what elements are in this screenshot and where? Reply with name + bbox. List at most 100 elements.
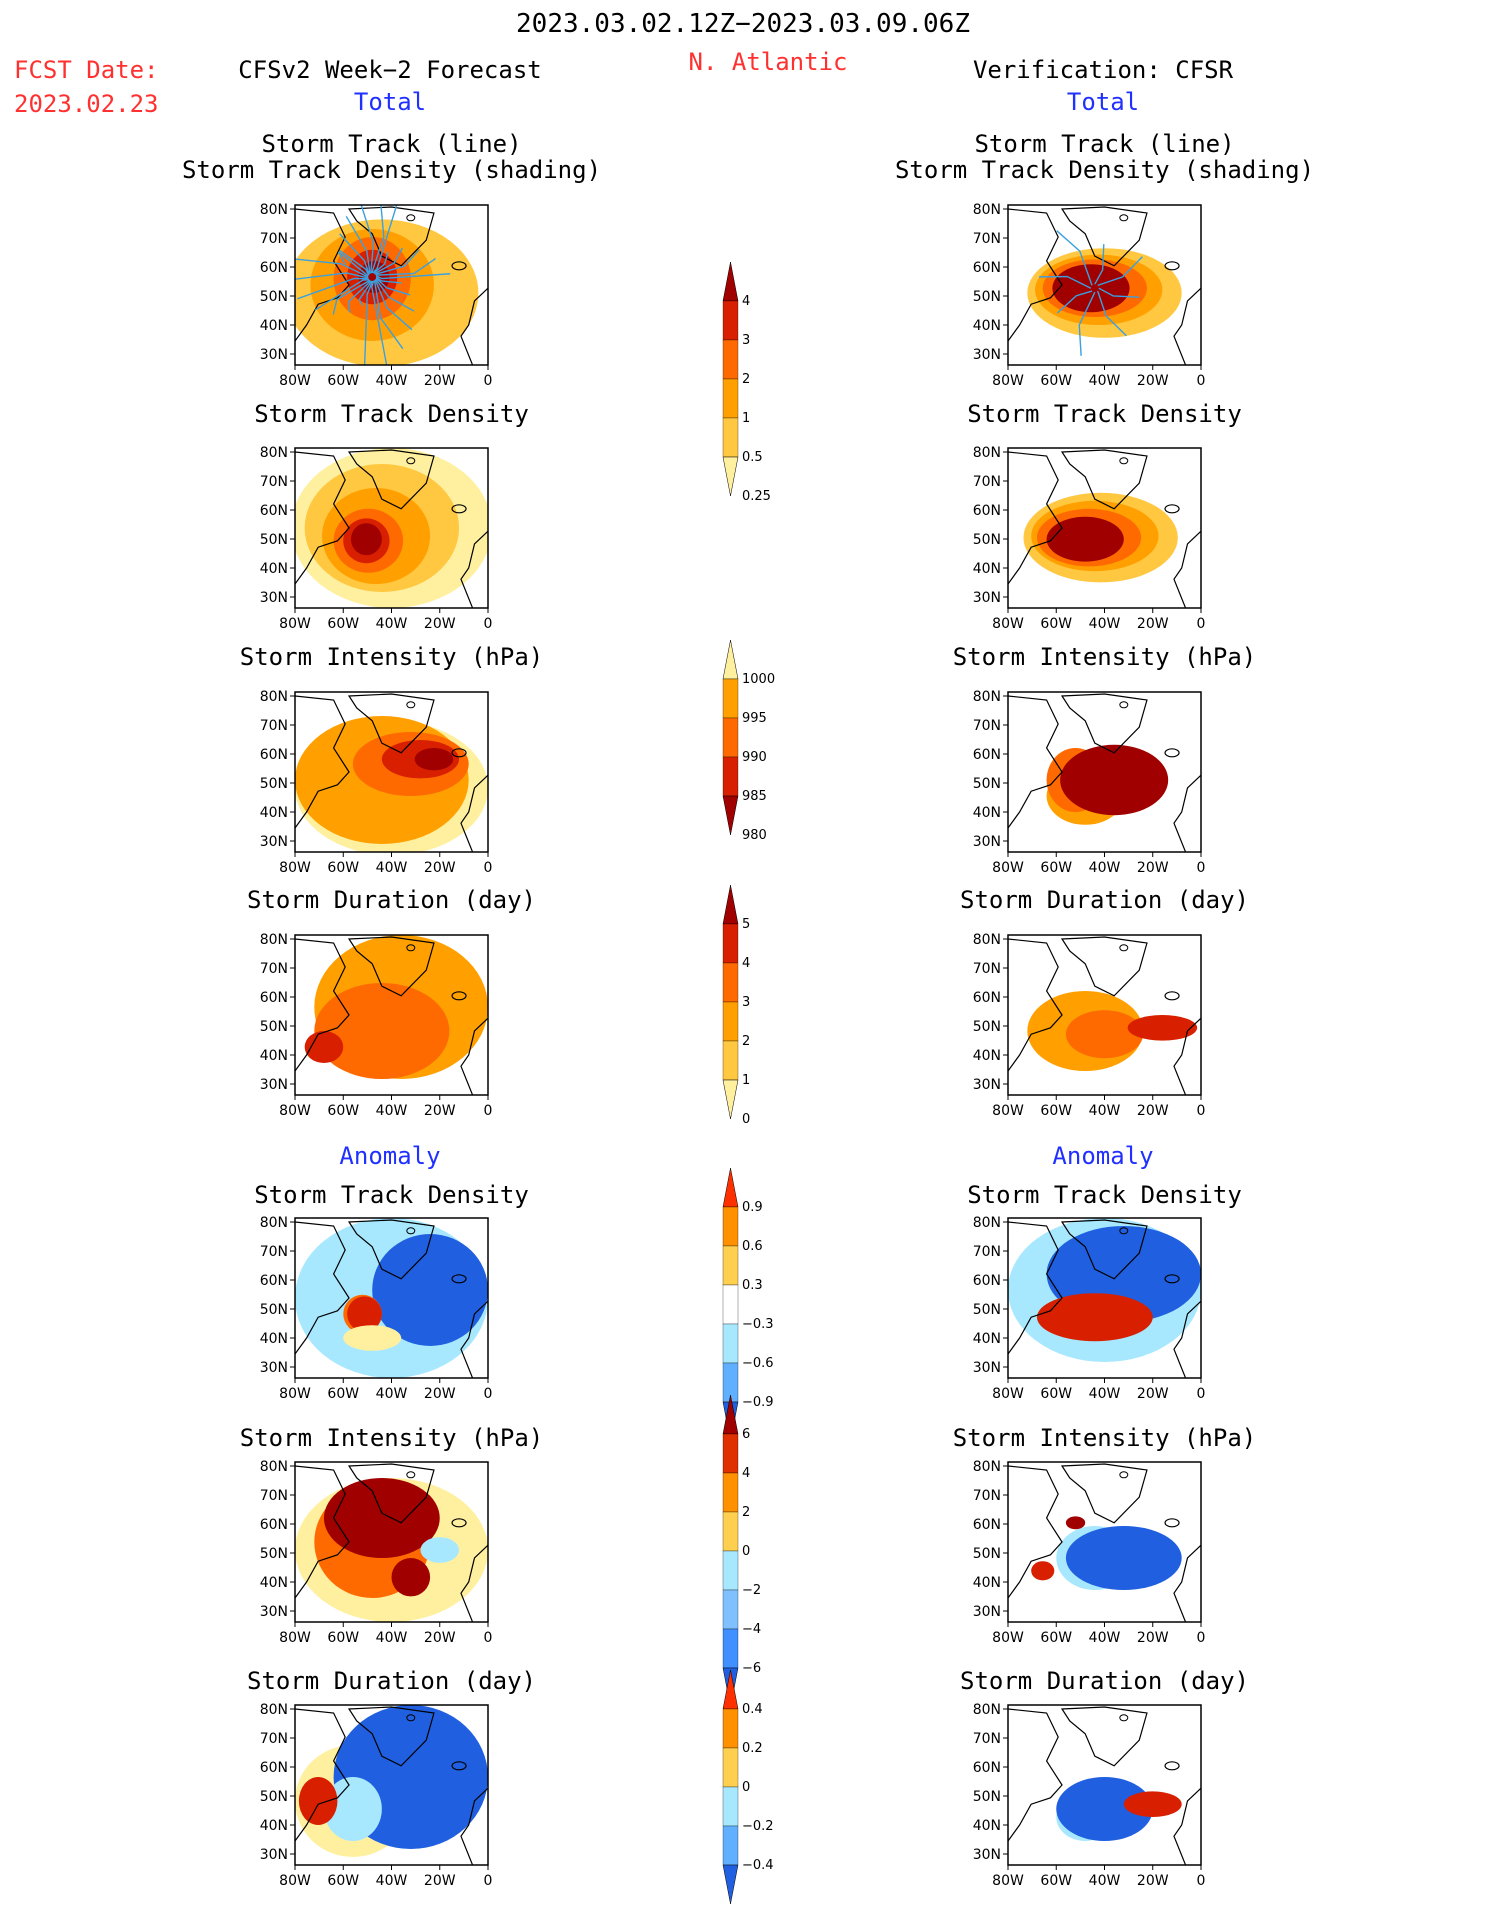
svalbard-coastline: [406, 1227, 416, 1235]
colorbar-label: 1: [742, 1073, 750, 1088]
colorbar-segment: [722, 717, 739, 758]
colorbar-segment: [722, 756, 739, 797]
lon-label: 20W: [424, 373, 456, 389]
colorbar-label: 4: [742, 1466, 750, 1481]
iceland-coastline: [1164, 1761, 1180, 1771]
north-america-coastline: [1008, 208, 1063, 342]
greenland-coastline: [347, 206, 435, 267]
colorbar-arrow-top: [722, 639, 739, 680]
panel-title: Storm Track Density: [254, 1181, 529, 1209]
storm-track-line: [375, 278, 415, 312]
iceland-coastline: [1164, 748, 1180, 758]
lon-label: 20W: [1137, 1103, 1169, 1119]
lat-label: 50N: [973, 1789, 1001, 1805]
europe-africa-coastline: [1173, 1787, 1201, 1865]
lon-label: 40W: [376, 1873, 408, 1889]
shading-region: [1123, 1791, 1182, 1817]
left-anomaly-label: Anomaly: [339, 1142, 441, 1170]
europe-africa-coastline: [1173, 287, 1201, 365]
panel-title: Storm Track Density: [967, 1181, 1242, 1209]
lon-label: 0: [484, 373, 493, 389]
europe-africa-coastline: [1173, 1544, 1201, 1622]
colorbar-label: −0.3: [742, 1317, 774, 1332]
storm-track-line: [337, 251, 369, 277]
lon-label: 40W: [376, 1386, 408, 1402]
map-panel: 80N 70N 60N 50N 40N 30N 80W 60W 40W 20W 0: [973, 1459, 1206, 1646]
greenland-coastline: [347, 1463, 435, 1524]
map-panel: 80N 70N 60N 50N 40N 30N 80W 60W 40W 20W 0: [973, 932, 1206, 1119]
storm-track-line: [1038, 275, 1092, 289]
svalbard-coastline: [406, 457, 416, 465]
storm-track-line: [372, 205, 398, 274]
greenland-coastline: [1060, 1219, 1148, 1280]
lat-label: 80N: [260, 1459, 288, 1475]
colorbar-label: −4: [742, 1622, 761, 1637]
north-america-coastline: [295, 208, 350, 342]
colorbar-label: 0.3: [742, 1278, 763, 1293]
storm-track-line: [1078, 291, 1096, 356]
fcst-date-label: FCST Date:: [14, 56, 159, 84]
map-panel: 80N 70N 60N 50N 40N 30N 80W 60W 40W 20W 0: [260, 1215, 493, 1402]
svalbard-coastline: [1119, 1714, 1129, 1722]
colorbar-label: 0.2: [742, 1741, 763, 1756]
lat-label: 60N: [260, 747, 288, 763]
left-column-title: CFSv2 Week−2 Forecast: [238, 56, 542, 84]
shading-region: [414, 748, 454, 771]
map-panel: 80N 70N 60N 50N 40N 30N 80W 60W 40W 20W 0: [260, 1702, 493, 1889]
lat-label: 40N: [973, 1818, 1001, 1834]
lon-label: 40W: [1089, 1103, 1121, 1119]
panel-title: Storm Duration (day): [960, 886, 1249, 914]
lon-label: 40W: [376, 1630, 408, 1646]
north-america-coastline: [1008, 1465, 1063, 1599]
lat-label: 70N: [260, 718, 288, 734]
colorbar-label: 3: [742, 995, 750, 1010]
storm-track-line: [371, 280, 388, 365]
iceland-coastline: [1164, 504, 1180, 514]
panel-title: Storm Intensity (hPa): [239, 1424, 544, 1452]
lon-label: 0: [484, 1630, 493, 1646]
shading-region: [1065, 1516, 1086, 1530]
colorbar-segment: [722, 923, 739, 964]
greenland-coastline: [347, 693, 435, 754]
europe-africa-coastline: [460, 1544, 488, 1622]
storm-track-line: [375, 249, 420, 276]
lat-label: 60N: [973, 260, 1001, 276]
colorbar-segment: [722, 1001, 739, 1042]
lat-label: 40N: [973, 1331, 1001, 1347]
lon-label: 0: [1197, 1630, 1206, 1646]
lat-label: 60N: [260, 260, 288, 276]
lon-label: 80W: [279, 1386, 311, 1402]
lon-label: 60W: [327, 1386, 359, 1402]
storm-track-line: [339, 249, 370, 276]
svalbard-coastline: [406, 701, 416, 709]
lon-label: 20W: [1137, 1873, 1169, 1889]
lat-label: 40N: [973, 318, 1001, 334]
lat-label: 50N: [260, 1789, 288, 1805]
shading-region: [1127, 1015, 1198, 1041]
lat-label: 50N: [260, 1019, 288, 1035]
lat-label: 50N: [973, 1019, 1001, 1035]
greenland-coastline: [347, 936, 435, 997]
lat-label: 80N: [260, 202, 288, 218]
panel-title: Storm Track (line): [974, 130, 1235, 158]
lat-label: 70N: [973, 1488, 1001, 1504]
right-total-label: Total: [1066, 88, 1140, 116]
shading-region: [1065, 1526, 1182, 1590]
lat-label: 30N: [260, 1077, 288, 1093]
lon-label: 0: [484, 616, 493, 632]
storm-track-line: [1098, 287, 1139, 298]
map-panel: 80N 70N 60N 50N 40N 30N 80W 60W 40W 20W 0: [260, 202, 493, 389]
europe-africa-coastline: [460, 1017, 488, 1095]
north-america-coastline: [1008, 938, 1063, 1072]
colorbar-segment: [722, 1323, 739, 1364]
lon-label: 40W: [1089, 373, 1121, 389]
north-america-coastline: [295, 1221, 350, 1355]
greenland-coastline: [347, 449, 435, 510]
panel-title: Storm Intensity (hPa): [952, 643, 1257, 671]
lon-label: 0: [1197, 616, 1206, 632]
colorbar-label: 4: [742, 956, 750, 971]
north-america-coastline: [295, 938, 350, 1072]
greenland-coastline: [1060, 1706, 1148, 1767]
colorbar-segment: [722, 417, 739, 458]
iceland-coastline: [1164, 991, 1180, 1001]
